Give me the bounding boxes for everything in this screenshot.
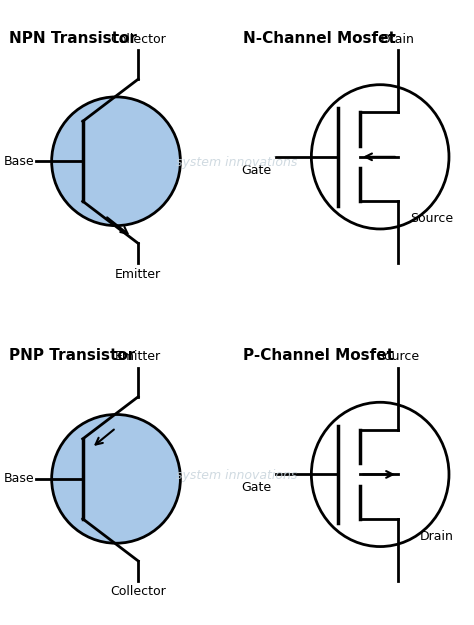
Text: Collector: Collector xyxy=(110,33,166,46)
Ellipse shape xyxy=(52,414,181,543)
Text: Gate: Gate xyxy=(241,481,272,494)
Ellipse shape xyxy=(52,97,181,226)
Text: Base: Base xyxy=(3,155,34,168)
Text: N-Channel Mosfet: N-Channel Mosfet xyxy=(243,31,395,46)
Text: PNP Transistor: PNP Transistor xyxy=(9,348,136,363)
Ellipse shape xyxy=(311,85,449,229)
Text: NPN Transistor: NPN Transistor xyxy=(9,31,137,46)
Text: system innovations: system innovations xyxy=(176,156,298,169)
Text: Base: Base xyxy=(3,472,34,486)
Text: Collector: Collector xyxy=(110,586,166,598)
Text: Drain: Drain xyxy=(381,33,415,46)
Text: P-Channel Mosfet: P-Channel Mosfet xyxy=(243,348,393,363)
Text: Emitter: Emitter xyxy=(115,268,161,281)
Text: Emitter: Emitter xyxy=(115,351,161,363)
Ellipse shape xyxy=(311,402,449,546)
Text: Drain: Drain xyxy=(419,530,454,543)
Text: Source: Source xyxy=(410,213,454,226)
Text: Source: Source xyxy=(376,351,419,363)
Text: system innovations: system innovations xyxy=(176,469,298,481)
Text: Gate: Gate xyxy=(241,164,272,177)
